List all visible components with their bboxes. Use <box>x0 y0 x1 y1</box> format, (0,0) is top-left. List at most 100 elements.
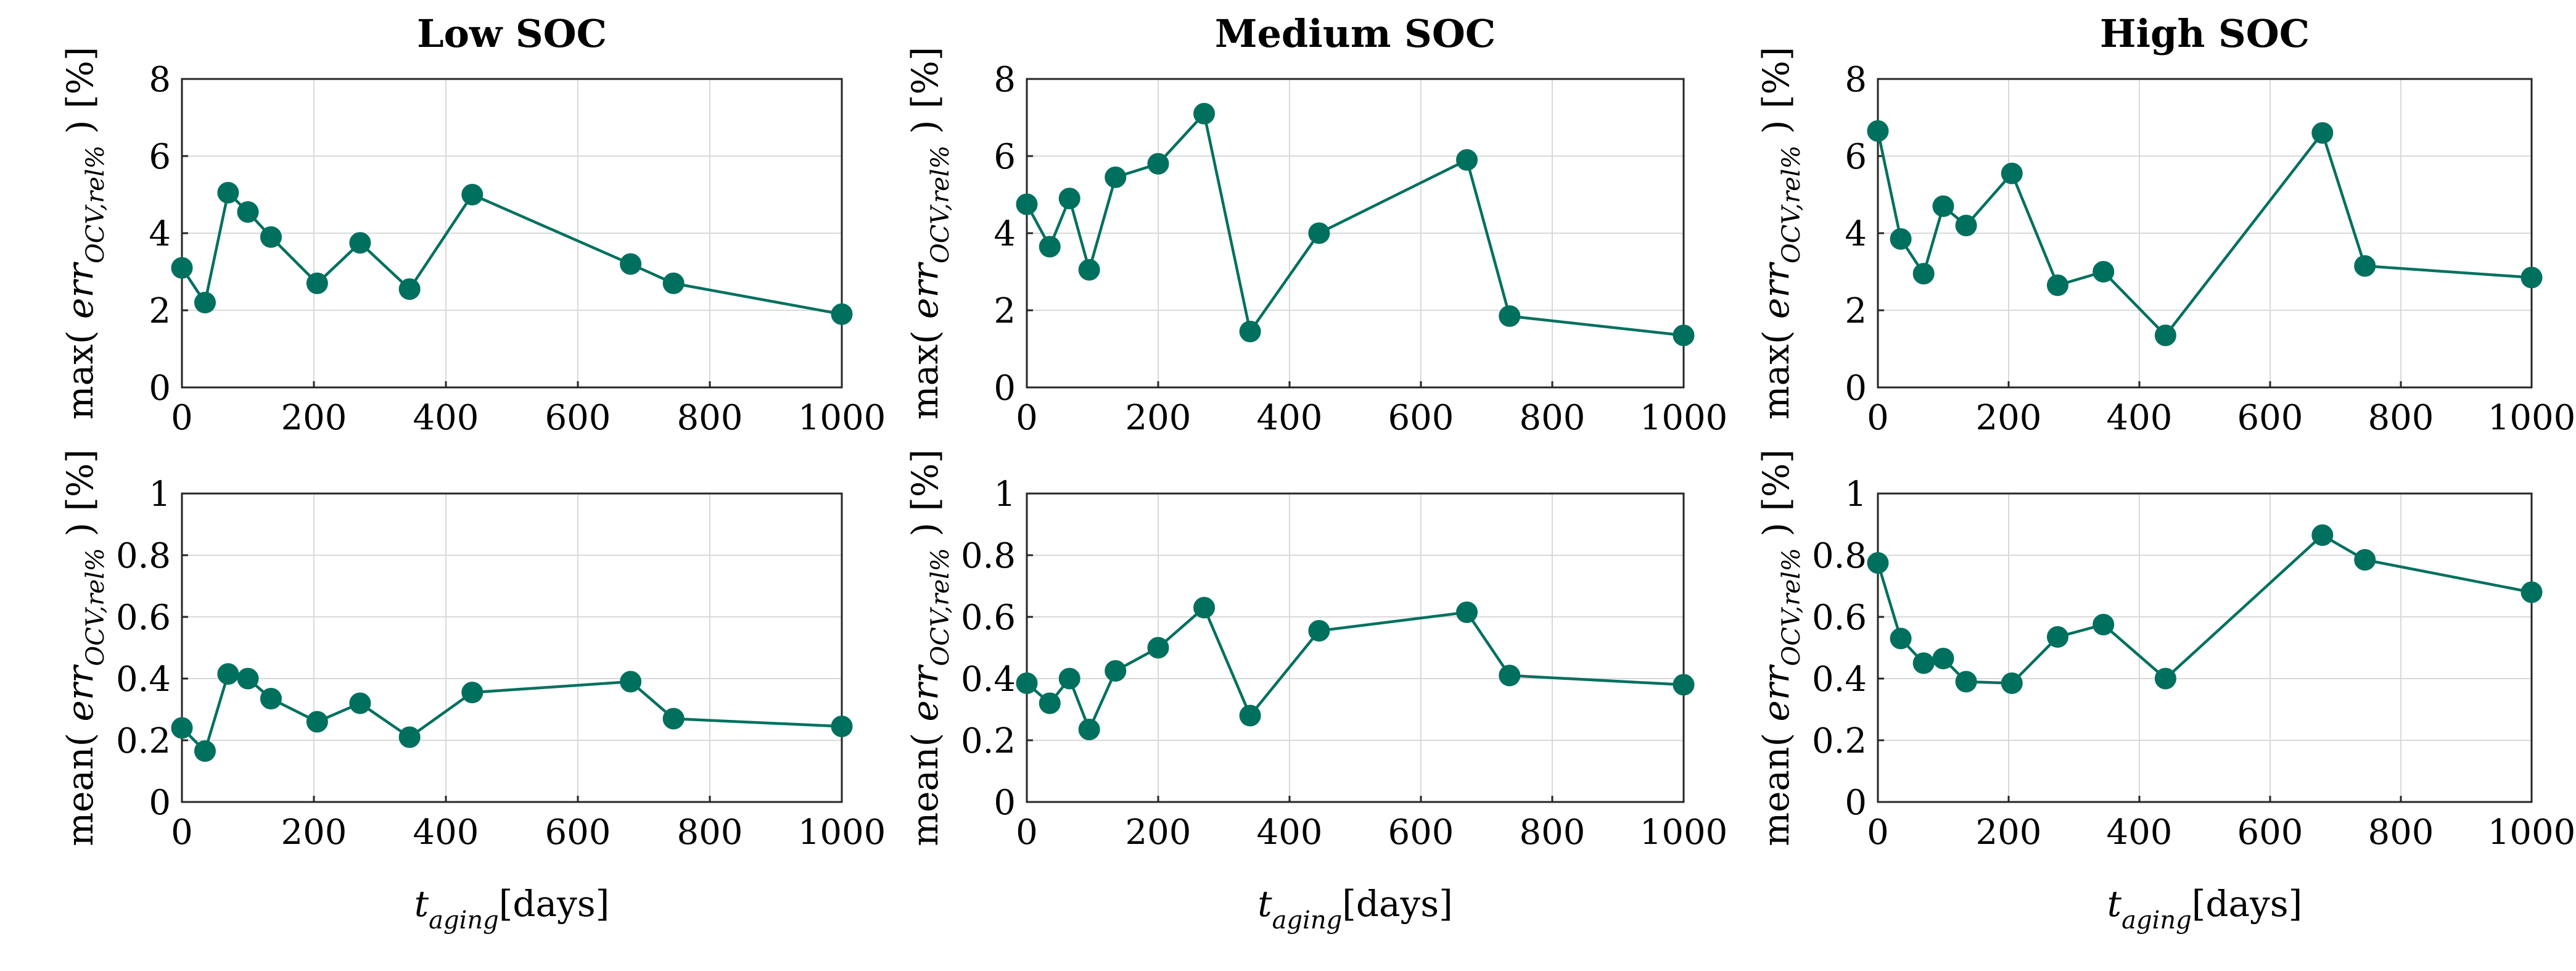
y-label-prefix: max( <box>1755 319 1797 419</box>
y-tick-label: 0.2 <box>961 721 1016 761</box>
p-high-mean-panel: 0 200 400 600 800 1000 0 0.2 0.4 0.6 0.8 1 mean( err… <box>1755 449 2575 935</box>
data-point <box>461 682 484 703</box>
y-label-suffix: ) [%] <box>904 449 946 548</box>
y-axis-label: max( errOCV,rel% ) [%] <box>59 47 110 420</box>
x-axis-label: taging[days] <box>1257 883 1452 935</box>
y-tick-label: 4 <box>994 214 1016 254</box>
y-tick-label: 4 <box>149 214 171 254</box>
data-point <box>1147 637 1169 659</box>
data-point <box>1239 320 1261 342</box>
data-point <box>461 184 484 205</box>
axes-frame <box>1877 78 2533 389</box>
x-tick-label: 600 <box>2237 398 2303 438</box>
y-tick-label: 0.6 <box>961 598 1016 638</box>
data-point <box>2092 261 2115 283</box>
y-tick-label: 0.4 <box>1812 659 1867 700</box>
data-point <box>1932 648 1954 669</box>
y-label-subscript: OCV,rel% <box>1777 548 1806 666</box>
y-label-var: err <box>59 664 101 721</box>
y-tick-label: 0.6 <box>116 598 171 638</box>
x-tick-label: 0 <box>1867 398 1889 438</box>
data-point <box>237 201 259 223</box>
data-point <box>1912 652 1935 674</box>
y-tick-label: 0 <box>994 783 1016 823</box>
data-point <box>1890 228 1912 250</box>
y-label-subscript: OCV,rel% <box>1777 146 1806 264</box>
data-point <box>662 708 685 730</box>
y-tick-label: 0.8 <box>1812 536 1867 576</box>
x-tick-label: 400 <box>2107 812 2173 853</box>
data-point <box>171 257 193 279</box>
x-tick-label: 400 <box>413 398 479 438</box>
data-point <box>1016 193 1038 215</box>
x-tick-label: 800 <box>677 398 743 438</box>
data-point <box>1932 195 1954 217</box>
x-tick-label: 800 <box>2368 812 2434 853</box>
data-point <box>1499 305 1521 327</box>
data-point <box>2354 255 2376 277</box>
y-axis-label: mean( errOCV,rel% ) [%] <box>59 449 110 846</box>
data-point <box>1673 674 1695 696</box>
x-tick-label: 600 <box>545 398 611 438</box>
y-label-subscript: OCV,rel% <box>926 548 955 666</box>
data-point <box>2001 672 2023 694</box>
y-label-prefix: mean( <box>59 721 101 846</box>
y-tick-label: 0 <box>149 783 171 823</box>
y-label-suffix: ) [%] <box>59 449 101 548</box>
x-tick-label: 200 <box>1976 812 2042 853</box>
x-tick-label: 0 <box>171 812 193 853</box>
y-tick-label: 2 <box>149 291 171 331</box>
data-point <box>1193 102 1216 125</box>
series-line <box>181 672 842 754</box>
data-point <box>1499 664 1521 687</box>
data-point <box>237 667 259 690</box>
data-point <box>2154 324 2176 347</box>
x-tick-label: 600 <box>1388 812 1454 853</box>
y-tick-label: 0.8 <box>961 536 1016 576</box>
data-point <box>1105 166 1127 188</box>
series-line <box>181 189 842 316</box>
y-tick-label: 0 <box>994 368 1016 408</box>
p-med-mean-panel: 0 200 400 600 800 1000 0 0.2 0.4 0.6 0.8 1 mean( err… <box>904 449 1727 935</box>
y-tick-label: 2 <box>994 291 1016 331</box>
data-point <box>1308 222 1330 244</box>
x-tick-label: 1000 <box>1640 812 1728 853</box>
x-axis-label: taging[days] <box>414 883 609 935</box>
y-axis-label: mean( errOCV,rel% ) [%] <box>1755 449 1806 846</box>
x-tick-label: 800 <box>2368 398 2434 438</box>
x-label-var: t <box>414 883 429 925</box>
y-label-var: err <box>904 664 946 721</box>
panel-title: Medium SOC <box>1215 11 1496 56</box>
x-tick-label: 200 <box>281 812 347 853</box>
data-point <box>1039 236 1061 258</box>
data-point <box>1078 719 1100 740</box>
y-tick-label: 6 <box>1845 137 1867 177</box>
x-tick-label: 400 <box>413 812 479 853</box>
data-point <box>306 272 328 294</box>
axes-frame <box>1026 78 1685 389</box>
data-point <box>620 253 642 275</box>
data-point <box>1867 552 1889 574</box>
x-tick-label: 0 <box>1867 812 1889 853</box>
y-tick-label: 6 <box>149 137 171 177</box>
data-point <box>1912 263 1935 285</box>
data-point <box>2154 667 2176 690</box>
y-label-suffix: ) [%] <box>1755 47 1797 146</box>
x-tick-label: 400 <box>1257 398 1323 438</box>
data-point <box>1673 324 1695 347</box>
p-high-max-panel: 0 200 400 600 800 1000 0 2 4 6 8 High SOC max( errOC… <box>1755 11 2575 438</box>
x-label-subscript: aging <box>1272 906 1343 935</box>
y-tick-label: 0 <box>149 368 171 408</box>
y-tick-label: 1 <box>1845 474 1867 514</box>
axes-frame <box>181 78 843 389</box>
y-tick-label: 0.2 <box>116 721 171 761</box>
data-point <box>2047 626 2068 648</box>
y-tick-label: 8 <box>994 60 1016 100</box>
y-label-subscript: OCV,rel% <box>81 146 110 264</box>
x-label-var: t <box>2107 883 2122 925</box>
data-point <box>306 711 328 733</box>
y-tick-label: 4 <box>1845 214 1867 254</box>
y-label-subscript: OCV,rel% <box>926 146 955 264</box>
data-point <box>398 726 421 748</box>
